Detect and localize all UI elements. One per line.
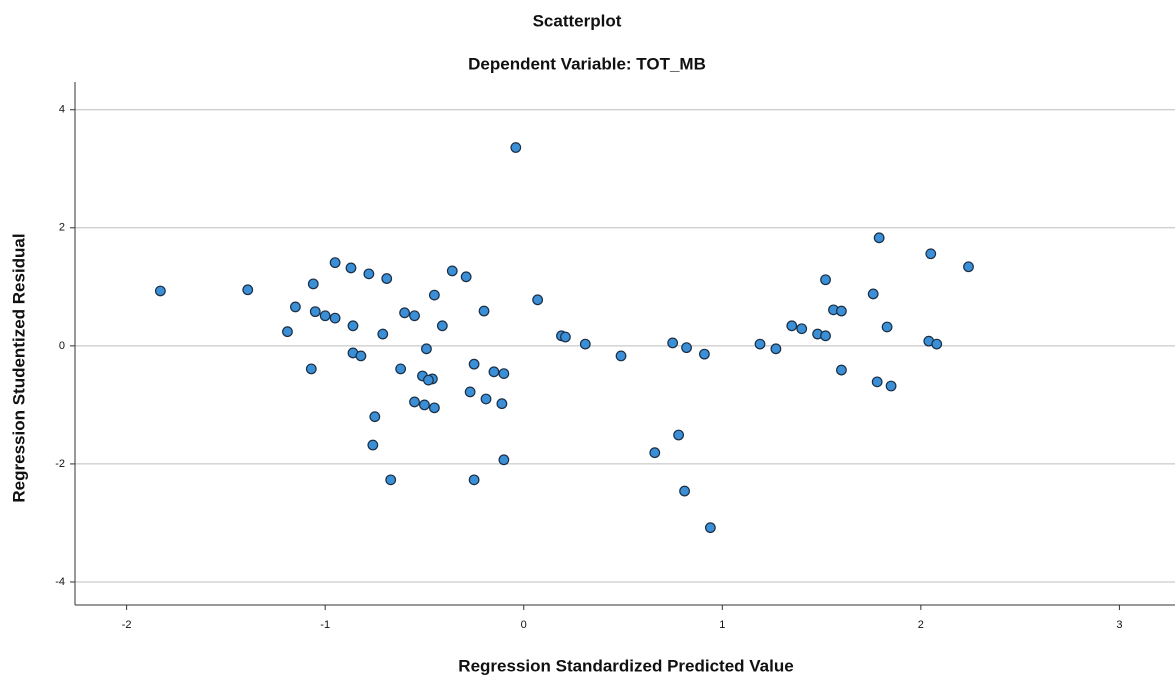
point: [421, 343, 432, 355]
point: [873, 232, 885, 244]
point: [307, 278, 319, 290]
point: [496, 398, 508, 410]
point: [770, 343, 782, 355]
point: [480, 393, 492, 405]
chart-title: Scatterplot: [533, 11, 622, 30]
point: [867, 288, 879, 300]
point: [305, 363, 317, 375]
point: [345, 262, 357, 274]
point: [931, 338, 943, 350]
x-tick-label: -2: [122, 619, 132, 631]
point: [560, 331, 571, 343]
x-tick-label: 2: [918, 619, 924, 631]
point: [309, 306, 321, 318]
point: [681, 342, 692, 354]
y-tick-label: -2: [55, 458, 65, 470]
y-axis-title: Regression Studentized Residual: [9, 233, 28, 502]
point: [881, 321, 893, 333]
point: [460, 271, 472, 283]
point: [468, 474, 480, 486]
point: [754, 338, 766, 350]
point: [428, 289, 440, 301]
point: [786, 320, 798, 332]
point: [395, 363, 407, 375]
point: [377, 328, 389, 340]
point: [385, 474, 397, 486]
x-tick-label: 3: [1116, 619, 1122, 631]
point: [363, 268, 375, 280]
point: [885, 380, 897, 392]
point: [367, 439, 379, 451]
point: [510, 142, 522, 153]
point: [871, 376, 883, 388]
point: [409, 310, 420, 322]
point: [369, 411, 381, 423]
point: [154, 285, 166, 297]
point: [498, 368, 510, 380]
point: [423, 374, 434, 386]
point: [532, 294, 544, 306]
point: [498, 454, 510, 466]
point: [282, 326, 293, 338]
point: [409, 396, 420, 408]
point: [796, 323, 808, 335]
point: [464, 386, 476, 398]
point: [963, 261, 974, 273]
point: [446, 265, 458, 277]
y-tick-label: 4: [59, 104, 65, 116]
point: [699, 348, 710, 360]
x-tick-label: 0: [521, 619, 527, 631]
point: [925, 248, 937, 260]
point: [242, 284, 254, 296]
point: [289, 301, 301, 313]
point: [820, 330, 831, 342]
x-tick-label: -1: [320, 619, 330, 631]
point: [478, 305, 490, 317]
point: [329, 312, 341, 324]
x-axis-title: Regression Standardized Predicted Value: [458, 656, 793, 675]
point: [673, 429, 685, 441]
point: [649, 447, 661, 459]
point: [399, 307, 411, 319]
point: [836, 364, 847, 376]
x-tick-label: 1: [719, 619, 725, 631]
point: [419, 399, 430, 411]
point: [820, 274, 831, 286]
point: [615, 350, 627, 362]
point: [488, 366, 500, 378]
point: [428, 402, 440, 414]
y-tick-label: 2: [59, 222, 65, 234]
y-tick-label: 0: [59, 340, 65, 352]
point: [704, 522, 716, 534]
point: [329, 257, 341, 269]
point: [319, 310, 331, 322]
point: [468, 358, 480, 370]
point: [381, 273, 393, 284]
point: [436, 320, 448, 332]
point: [836, 305, 847, 317]
chart-subtitle: Dependent Variable: TOT_MB: [468, 54, 706, 73]
point: [679, 485, 690, 497]
point: [347, 320, 359, 332]
y-tick-label: -4: [55, 576, 65, 588]
point: [667, 337, 679, 349]
point: [579, 338, 591, 350]
point: [355, 350, 367, 362]
